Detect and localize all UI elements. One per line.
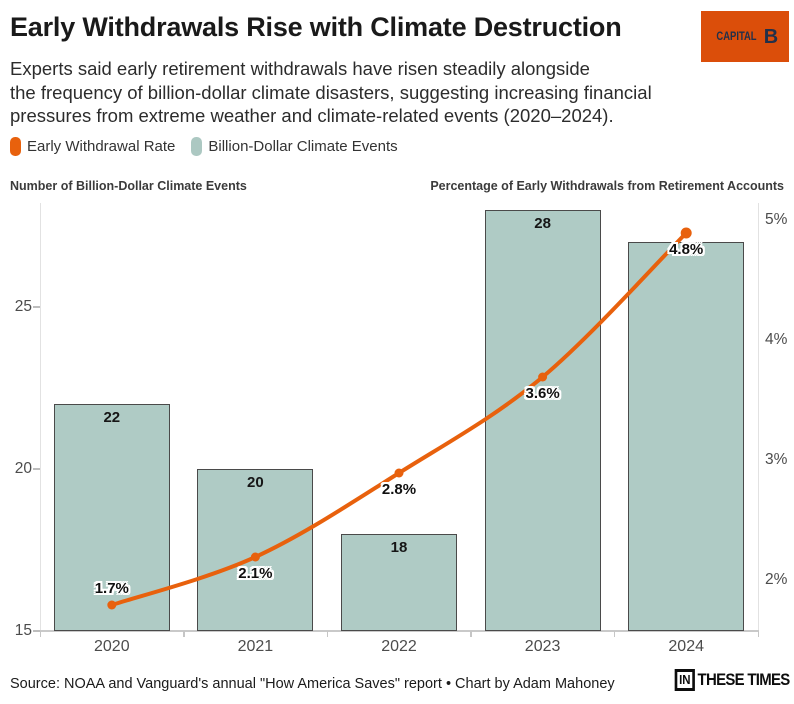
source-credit: Source: NOAA and Vanguard's annual "How … (10, 676, 615, 692)
y-tick-label-right: 5% (765, 211, 788, 228)
x-tick-label: 2024 (668, 638, 704, 655)
in-these-times-logo: IN THESE TIMES (675, 668, 791, 692)
left-axis-tick (33, 306, 40, 308)
in-these-times-logo-text: THESE TIMES (697, 670, 791, 689)
legend-label: Early Withdrawal Rate (27, 138, 176, 155)
legend: Early Withdrawal Rate Billion-Dollar Cli… (10, 137, 398, 156)
bar-value-label: 28 (534, 214, 551, 232)
left-axis-title: Number of Billion-Dollar Climate Events (10, 179, 247, 193)
x-tick-label: 2020 (94, 638, 130, 655)
y-tick-label-left: 25 (14, 298, 32, 315)
point-value-label: 2.1% (238, 565, 273, 582)
legend-item-climate-events: Billion-Dollar Climate Events (191, 137, 398, 156)
legend-item-withdrawal-rate: Early Withdrawal Rate (10, 137, 175, 156)
bar-value-label: 18 (390, 538, 408, 556)
subtitle-line: pressures from extreme weather and clima… (10, 105, 614, 126)
line-point-2022 (394, 468, 404, 478)
page-title: Early Withdrawals Rise with Climate Dest… (10, 12, 622, 42)
bar-2023 (484, 209, 601, 631)
x-tick-label: 2023 (524, 638, 561, 655)
bar-2021 (197, 469, 314, 631)
y-tick-label-right: 3% (765, 451, 788, 468)
right-axis-line (758, 203, 759, 631)
point-value-label: 4.8% (669, 241, 704, 258)
x-axis-tick (326, 631, 329, 637)
left-axis-tick (33, 468, 40, 470)
capital-b-logo-word: CAPITAL (716, 30, 757, 43)
y-tick-label-right: 4% (765, 331, 788, 348)
legend-swatch (191, 137, 203, 156)
line-point-2024 (680, 227, 692, 239)
bar-value-label: 22 (103, 409, 121, 427)
point-value-label: 3.6% (525, 385, 560, 402)
legend-label: Billion-Dollar Climate Events (208, 138, 398, 155)
point-value-label: 1.7% (94, 580, 129, 597)
capital-b-logo-b: B (763, 25, 779, 48)
x-axis-tick (39, 631, 41, 637)
left-axis-tick (33, 630, 40, 632)
y-tick-label-left: 20 (14, 460, 32, 477)
bar-value-label: 20 (247, 474, 264, 491)
x-axis-tick (757, 631, 759, 637)
bar-2024 (628, 242, 745, 631)
chart-subtitle: Experts said early retirement withdrawal… (10, 57, 652, 128)
subtitle-line: Experts said early retirement withdrawal… (10, 58, 590, 79)
y-tick-label-left: 15 (14, 622, 32, 639)
point-value-label: 2.8% (381, 481, 417, 498)
x-tick-label: 2021 (237, 638, 274, 655)
x-axis-tick (613, 631, 616, 637)
x-axis-tick (470, 631, 472, 637)
left-axis-line (40, 203, 41, 631)
right-axis-title: Percentage of Early Withdrawals from Ret… (430, 179, 784, 193)
y-tick-label-right: 2% (765, 571, 788, 588)
x-tick-label: 2022 (381, 638, 417, 655)
x-axis-tick (183, 631, 185, 637)
in-these-times-logo-box: IN (675, 669, 696, 691)
subtitle-line: the frequency of billion-dollar climate … (10, 81, 652, 103)
legend-swatch (10, 137, 21, 156)
capital-b-logo: CAPITAL B (701, 11, 789, 62)
